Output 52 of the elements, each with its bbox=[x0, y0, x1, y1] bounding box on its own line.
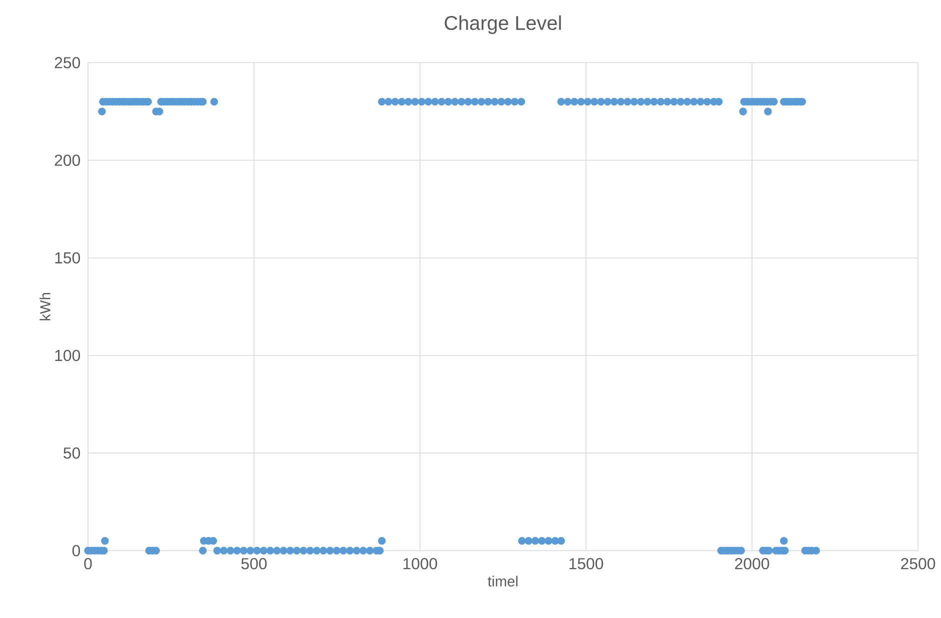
point bbox=[273, 546, 281, 555]
point bbox=[260, 546, 268, 555]
point bbox=[524, 537, 532, 545]
x-tick-label: 2000 bbox=[735, 558, 770, 570]
x-tick-label: 0 bbox=[84, 558, 92, 570]
point bbox=[300, 546, 308, 555]
point bbox=[98, 108, 106, 116]
point bbox=[359, 546, 368, 555]
point bbox=[366, 546, 374, 555]
point bbox=[246, 546, 254, 555]
y-tick-label: 200 bbox=[54, 154, 80, 166]
point bbox=[280, 546, 288, 555]
y-tick-label: 150 bbox=[55, 252, 80, 264]
y-tick-label: 50 bbox=[64, 447, 80, 459]
point bbox=[199, 546, 207, 555]
point bbox=[226, 546, 234, 555]
point bbox=[346, 546, 354, 555]
point bbox=[538, 537, 546, 545]
point bbox=[352, 546, 360, 555]
point bbox=[312, 546, 321, 555]
y-tick-label: 250 bbox=[54, 57, 80, 68]
point bbox=[320, 546, 328, 555]
point bbox=[378, 537, 386, 545]
point bbox=[233, 546, 241, 555]
point bbox=[240, 546, 248, 555]
point bbox=[213, 546, 222, 555]
y-axis-title: kWh bbox=[40, 293, 50, 320]
x-tick-label: 2500 bbox=[901, 558, 936, 570]
y-tick-label: 100 bbox=[55, 350, 80, 362]
point bbox=[220, 546, 228, 555]
x-tick-label: 1500 bbox=[569, 558, 604, 570]
point bbox=[780, 537, 788, 545]
point bbox=[101, 537, 109, 545]
y-tick-label: 0 bbox=[72, 545, 80, 556]
point bbox=[531, 537, 540, 545]
point bbox=[764, 108, 772, 116]
point bbox=[286, 546, 294, 555]
point bbox=[306, 546, 314, 555]
x-tick-label: 500 bbox=[241, 558, 267, 570]
point bbox=[339, 546, 348, 555]
point bbox=[557, 537, 565, 545]
point bbox=[266, 546, 274, 555]
point bbox=[739, 108, 747, 116]
point bbox=[326, 546, 334, 555]
chart-title: Charge Level bbox=[444, 15, 561, 34]
point bbox=[518, 537, 526, 545]
point bbox=[253, 546, 261, 555]
point bbox=[544, 537, 552, 545]
point bbox=[292, 546, 301, 555]
x-tick-label: 1000 bbox=[403, 558, 438, 570]
point bbox=[332, 546, 341, 555]
x-axis-title: timel bbox=[488, 576, 518, 586]
